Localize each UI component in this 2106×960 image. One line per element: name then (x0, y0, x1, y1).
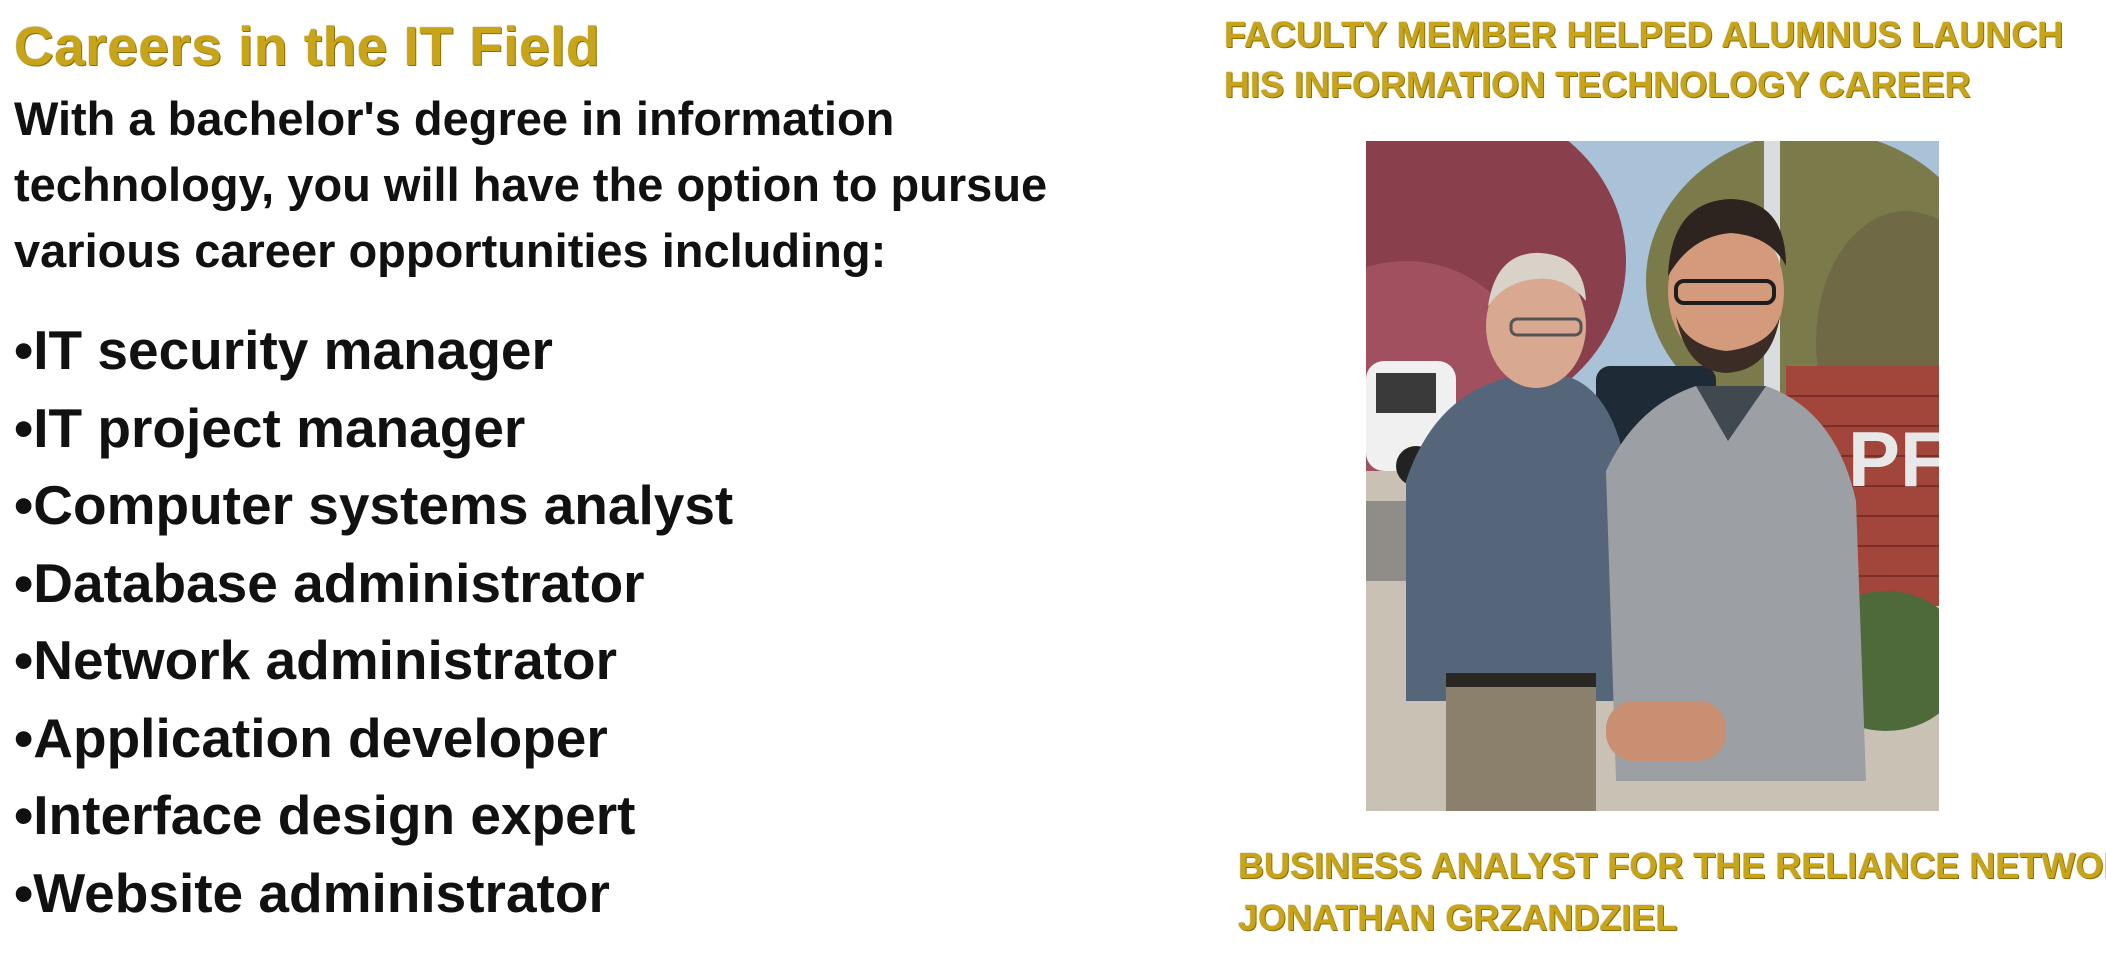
career-item-interface-design-expert: •Interface design expert (14, 784, 636, 846)
intro-paragraph: With a bachelor's degree in information … (14, 92, 1048, 277)
career-item-it-security-manager: •IT security manager (14, 319, 553, 381)
photo-older-man-hair (1488, 252, 1586, 306)
photo-younger-man-sweater (1606, 386, 1866, 781)
career-item-application-developer: •Application developer (14, 706, 608, 769)
photo-younger-man-glasses (1674, 279, 1776, 305)
story-headline: FACULTY MEMBER HELPED ALUMNUS LAUNCH HIS… (1224, 10, 2084, 110)
photo-older-man-glasses (1509, 317, 1583, 337)
main-text-column: Careers in the IT Field With a bachelor'… (14, 10, 1164, 932)
photo-younger-man-hands (1606, 701, 1726, 761)
career-item-website-administrator: •Website administrator (14, 861, 610, 924)
photo-sign-lettering: PF (1848, 415, 1939, 503)
career-list: •IT security manager •IT project manager… (14, 312, 1164, 932)
caption-line-1: BUSINESS ANALYST FOR THE RELIANCE NETWOR… (1238, 845, 2106, 886)
career-item-database-administrator: •Database administrator (14, 551, 645, 614)
photo-older-man-shirt (1406, 376, 1628, 701)
page-title: Careers in the IT Field (14, 15, 601, 77)
photo-older-man-pants (1446, 681, 1596, 811)
photo-younger-man-head (1668, 217, 1784, 365)
photo-car-window (1376, 373, 1436, 413)
photo-younger-man-collar (1696, 386, 1766, 441)
photo-older-man-head (1486, 264, 1586, 388)
photo-older-man-belt (1446, 673, 1596, 687)
career-item-computer-systems-analyst: •Computer systems analyst (14, 474, 734, 536)
alumnus-photo: PF (1366, 141, 1939, 811)
photo-younger-man-beard (1676, 316, 1780, 373)
career-item-network-administrator: •Network administrator (14, 629, 617, 691)
career-item-it-project-manager: •IT project manager (14, 396, 526, 459)
photo-caption: BUSINESS ANALYST FOR THE RELIANCE NETWOR… (1238, 840, 2106, 944)
photo-younger-man-hair (1668, 199, 1786, 276)
headline-line-2: HIS INFORMATION TECHNOLOGY CAREER (1224, 64, 1971, 105)
caption-line-2: JONATHAN GRZANDZIEL (1238, 897, 1678, 938)
headline-line-1: FACULTY MEMBER HELPED ALUMNUS LAUNCH (1224, 14, 2064, 55)
